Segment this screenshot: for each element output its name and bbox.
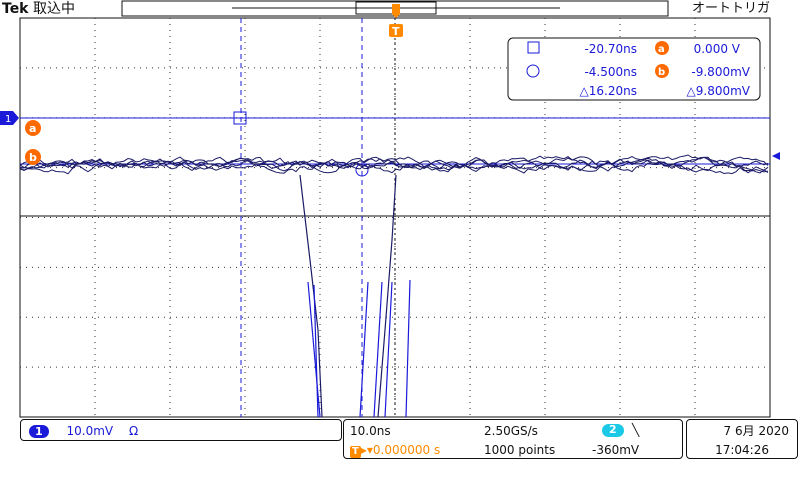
cursor-b-value: -9.800mV [691,65,750,79]
clock-time: 17:04:26 [715,443,769,457]
trigger-source: 2 [609,423,617,437]
timebase-settings-panel[interactable]: 10.0ns 2.50GS/s 2 ╲ T ▸▾0.000000 s 1000 p… [343,419,683,459]
waveform-display[interactable]: 1 a b T a b -20.70ns 0.000 V -4.500ns -9… [0,0,800,420]
ref-b-readout-label: b [658,67,665,78]
ref-a-label: a [29,122,36,135]
cursor-readout-box: a b -20.70ns 0.000 V -4.500ns -9.800mV △… [508,38,760,100]
channel1-marker[interactable]: 1 [0,111,19,125]
trigger-position-icon: T [350,446,361,458]
cursor-a-time: -20.70ns [584,42,637,56]
impedance-icon: Ω [129,424,138,438]
channel1-badge: 1 [29,425,49,438]
delta-time: △16.20ns [580,84,637,98]
datetime-panel: 7 6月 2020 17:04:26 [686,419,798,459]
trigger-marker-label: T [392,25,400,38]
date-month-year: 6月 2020 [735,424,789,438]
channel1-marker-label: 1 [5,114,11,125]
delta-value: △9.800mV [687,84,751,98]
ref-b-marker: b [25,149,41,165]
sample-rate: 2.50GS/s [484,424,538,438]
record-length: 1000 points [484,443,555,457]
cursor-b-time: -4.500ns [584,65,637,79]
ref-a-readout-label: a [658,44,665,55]
trigger-level: -360mV [592,443,639,457]
time-per-div: 10.0ns [350,424,391,438]
ref-b-label: b [29,151,37,164]
date-day: 7 [724,424,732,438]
ref-a-marker: a [25,120,41,136]
trigger-position: ▸▾0.000000 s [361,443,440,457]
channel1-scale: 10.0mV [66,424,113,438]
channel1-settings-panel[interactable]: 1 10.0mV Ω [20,419,342,441]
trigger-level-marker[interactable] [772,152,780,160]
trigger-slope-icon: ╲ [632,423,639,437]
cursor-a-value: 0.000 V [694,42,741,56]
